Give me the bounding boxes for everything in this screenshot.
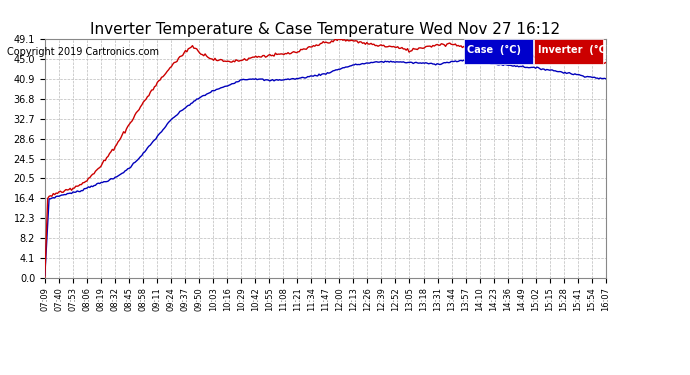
Title: Inverter Temperature & Case Temperature Wed Nov 27 16:12: Inverter Temperature & Case Temperature … <box>90 22 560 37</box>
Text: Case  (°C): Case (°C) <box>467 45 521 56</box>
Text: Inverter  (°C): Inverter (°C) <box>538 45 610 56</box>
Text: Copyright 2019 Cartronics.com: Copyright 2019 Cartronics.com <box>7 47 159 57</box>
